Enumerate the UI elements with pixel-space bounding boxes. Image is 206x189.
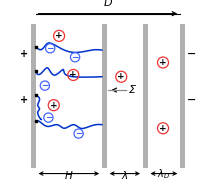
Text: +: + bbox=[55, 31, 63, 40]
Text: −: − bbox=[75, 129, 82, 138]
Bar bbox=[142, 24, 147, 168]
Text: −: − bbox=[185, 95, 195, 105]
Text: −: − bbox=[41, 81, 48, 90]
Text: −: − bbox=[71, 53, 78, 62]
Text: H: H bbox=[65, 171, 72, 181]
Text: +: + bbox=[69, 70, 77, 79]
Text: +: + bbox=[158, 58, 166, 67]
Text: $\lambda_D$: $\lambda_D$ bbox=[157, 167, 170, 181]
Text: −: − bbox=[46, 44, 54, 53]
Text: D: D bbox=[103, 0, 112, 8]
Text: +: + bbox=[20, 49, 28, 59]
Text: −: − bbox=[185, 49, 195, 59]
Bar bbox=[102, 24, 106, 168]
Text: +: + bbox=[50, 101, 57, 110]
Text: +: + bbox=[158, 124, 166, 133]
Text: Σ: Σ bbox=[128, 85, 135, 95]
Bar bbox=[31, 24, 35, 168]
Text: +: + bbox=[117, 72, 124, 81]
Text: +: + bbox=[20, 95, 28, 105]
Bar bbox=[179, 24, 184, 168]
Text: λ: λ bbox=[121, 171, 127, 181]
Text: −: − bbox=[44, 113, 52, 122]
